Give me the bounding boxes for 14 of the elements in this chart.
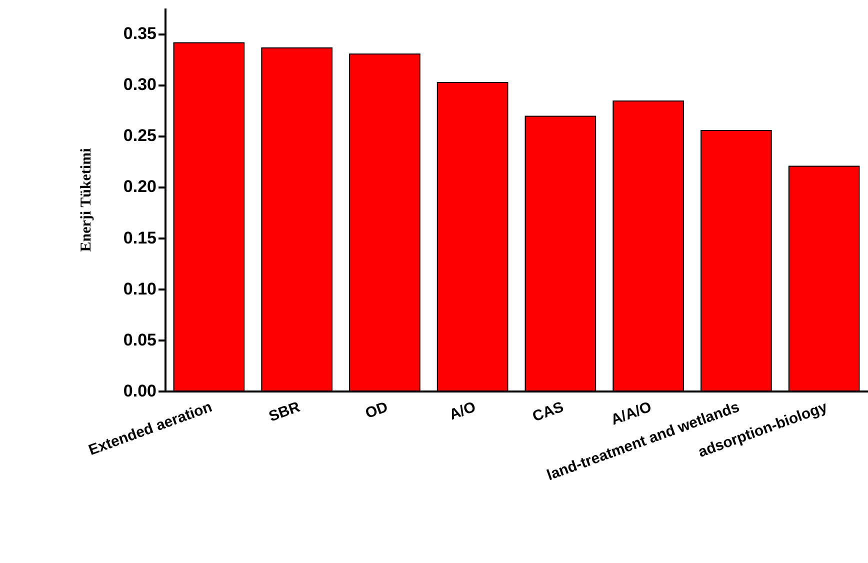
- x-tick-label: CAS: [530, 398, 566, 426]
- y-tick-label: 0.05: [123, 330, 156, 350]
- x-tick-label: A/A/O: [608, 398, 654, 429]
- y-tick-label: 0.10: [123, 279, 156, 298]
- y-tick-label: 0.20: [123, 177, 156, 196]
- y-tick-label: 0.15: [123, 228, 156, 248]
- y-tick-label: 0.30: [123, 75, 156, 94]
- x-tick-label: SBR: [266, 398, 302, 426]
- y-axis-title: Enerji Tüketimi: [78, 148, 94, 252]
- y-tick-label: 0.00: [123, 382, 156, 400]
- x-tick-label: A/O: [447, 398, 478, 424]
- x-tick-label: OD: [363, 398, 390, 422]
- y-tick-label: 0.35: [123, 24, 156, 44]
- y-tick-label: 0.25: [123, 126, 156, 146]
